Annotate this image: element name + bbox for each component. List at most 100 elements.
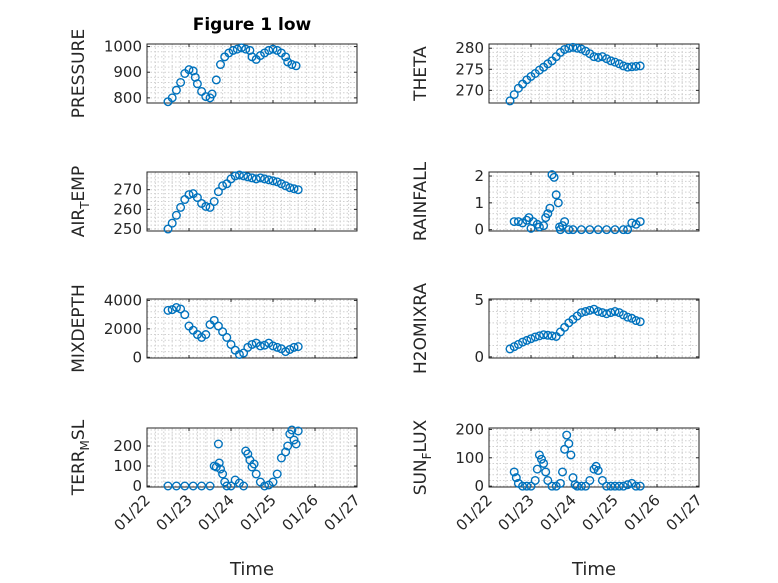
data-point (623, 62, 633, 72)
panel-theta: 270 275 280 THETA (411, 39, 700, 106)
axes-frame (146, 171, 358, 232)
data-point (537, 454, 547, 464)
x-tick-label: 01/23 (495, 491, 538, 534)
y-axis-label: RAINFALL (411, 161, 431, 241)
figure-title: Figure 1 low (193, 15, 312, 35)
data-point (293, 185, 303, 195)
y-axis-label: THETA (411, 46, 431, 102)
y-tick-label: 2000 (104, 320, 142, 338)
data-point (176, 304, 186, 314)
data-point (553, 198, 563, 208)
data-point (215, 464, 225, 474)
data-point (197, 86, 207, 96)
data-point (281, 447, 291, 457)
data-point (293, 342, 303, 352)
data-point (576, 225, 586, 235)
data-point (291, 61, 301, 71)
data-point (213, 321, 223, 331)
data-points (163, 170, 303, 234)
data-point (192, 79, 202, 89)
data-point (228, 45, 238, 55)
data-point (631, 61, 641, 71)
y-tick-label: 1 (474, 194, 484, 212)
data-point (291, 439, 301, 449)
data-point (635, 317, 645, 327)
data-point (249, 459, 259, 469)
data-point (560, 44, 570, 54)
data-point (597, 308, 607, 318)
data-point (255, 173, 265, 183)
data-point (562, 430, 572, 440)
data-point (610, 57, 620, 67)
data-point (276, 453, 286, 463)
data-point (618, 225, 628, 235)
data-point (213, 439, 223, 449)
data-point (218, 327, 228, 337)
data-point (184, 65, 194, 75)
data-point (289, 342, 299, 352)
data-point (171, 85, 181, 95)
data-point (614, 481, 624, 491)
data-point (539, 221, 549, 231)
data-point (505, 96, 515, 106)
data-point (547, 481, 557, 491)
data-points (505, 42, 645, 106)
x-tick-label: 01/24 (195, 491, 238, 534)
data-point (564, 43, 574, 53)
data-point (581, 481, 591, 491)
data-point (597, 475, 607, 485)
data-point (547, 170, 557, 180)
x-tick-label: 01/25 (579, 491, 622, 534)
x-axis-label-left: Time (229, 559, 274, 580)
data-point (207, 89, 217, 99)
data-point (260, 174, 270, 184)
data-points (163, 43, 301, 107)
data-point (239, 481, 249, 491)
data-point (260, 481, 270, 491)
data-point (591, 461, 601, 471)
data-point (631, 316, 641, 326)
data-point (566, 450, 576, 460)
data-point (268, 44, 278, 54)
data-point (226, 339, 236, 349)
x-tick-label: 01/26 (279, 491, 322, 534)
data-point (541, 467, 551, 477)
data-point (281, 181, 291, 191)
data-point (560, 444, 570, 454)
data-point (201, 201, 211, 211)
data-point (547, 331, 557, 341)
data-point (509, 90, 519, 100)
data-point (218, 469, 228, 479)
data-point (285, 344, 295, 354)
data-point (287, 425, 297, 435)
data-point (222, 481, 232, 491)
data-point (602, 225, 612, 235)
data-point (635, 481, 645, 491)
x-tick-label: 01/25 (237, 491, 280, 534)
data-point (593, 466, 603, 476)
data-point (251, 174, 261, 184)
y-axis-label: H2OMIXRA (411, 283, 431, 374)
data-point (581, 306, 591, 316)
data-point (576, 44, 586, 54)
data-point (192, 193, 202, 203)
data-point (236, 43, 246, 53)
axes-frame (488, 298, 700, 359)
data-point (618, 61, 628, 71)
x-tick-label: 01/24 (537, 491, 580, 534)
data-point (276, 179, 286, 189)
data-point (171, 481, 181, 491)
axes-frame (146, 427, 358, 488)
y-tick-label: 2 (474, 167, 484, 185)
data-point (184, 190, 194, 200)
y-tick-label: 100 (113, 457, 142, 475)
axes-frame (488, 43, 700, 104)
data-point (209, 196, 219, 206)
data-point (627, 62, 637, 72)
data-points (509, 170, 645, 235)
data-points (163, 425, 303, 491)
data-point (264, 175, 274, 185)
data-point (522, 215, 532, 225)
